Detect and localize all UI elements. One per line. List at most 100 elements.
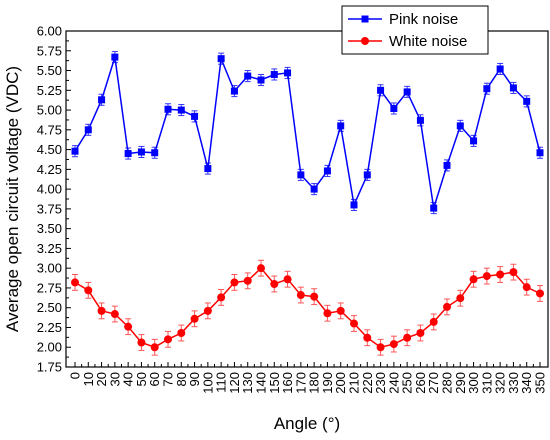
x-tick-label: 240 [386,372,401,394]
data-point [111,53,119,61]
y-tick-label: 6.00 [37,24,62,39]
y-tick-label: 5.25 [37,83,62,98]
x-tick-label: 150 [267,372,282,394]
series-white-noise [71,259,544,356]
data-point [270,70,278,78]
data-point [257,76,265,84]
x-tick-label: 120 [227,372,242,394]
data-point [71,147,79,155]
plot-frame [65,30,549,368]
data-point [429,317,438,326]
data-point [164,335,172,344]
data-point [323,309,332,318]
data-point [84,126,92,134]
data-point [416,329,425,338]
data-point [536,149,544,157]
data-point [310,185,318,193]
x-tick-label: 70 [161,372,176,386]
data-point [84,286,93,295]
x-axis-label: Angle (°) [274,414,340,433]
x-tick-label: 60 [147,372,162,386]
ticks-group: 1.75 2.00 2.25 2.50 2.75 3.00 3.25 3.50 3.75 4.00… [37,24,548,394]
x-tick-label: 330 [506,372,521,394]
x-tick-label: 0 [68,372,83,379]
data-point [71,278,79,287]
data-point [456,122,464,130]
x-tick-label: 250 [400,372,415,394]
data-point [363,171,371,179]
data-point [350,319,358,328]
data-point [469,275,478,284]
data-point [482,272,491,281]
x-tick-label: 110 [214,372,229,393]
x-tick-label: 190 [320,372,335,394]
y-tick-label: 5.50 [37,63,62,78]
data-point [363,333,372,342]
series-pink-noise [71,51,544,215]
series-group [71,51,544,356]
data-point [137,338,146,347]
x-tick-label: 210 [347,372,362,394]
x-tick-label: 90 [187,372,202,386]
data-point [456,294,465,303]
x-tick-label: 80 [174,372,189,386]
y-tick-label: 1.75 [37,360,62,375]
x-tick-label: 270 [426,372,441,394]
y-tick-label: 3.50 [37,221,62,236]
data-point [337,122,345,130]
data-point [496,65,504,73]
y-tick-label: 3.25 [37,241,62,256]
y-tick-label: 2.25 [37,320,62,335]
data-point [244,72,252,80]
x-tick-label: 140 [254,372,269,394]
y-axis-label: Average open circuit voltage (VDC) [3,66,22,332]
data-point [496,270,505,279]
data-point [376,343,385,352]
y-tick-label: 5.00 [37,103,62,118]
data-point [204,165,212,173]
y-tick-label: 4.75 [37,122,62,137]
data-point [124,150,132,158]
x-tick-label: 320 [493,372,508,394]
data-point [310,292,319,301]
data-point [150,343,159,352]
data-point [230,87,238,95]
x-tick-label: 20 [94,372,109,386]
data-point [390,104,398,112]
x-tick-label: 10 [81,372,96,386]
data-point [257,264,265,273]
data-point [470,137,478,145]
y-tick-label: 4.25 [37,162,62,177]
y-tick-label: 5.75 [37,43,62,58]
data-point [483,85,491,93]
legend-marker [361,15,369,23]
data-point [177,329,186,338]
data-point [137,148,145,156]
data-point [284,69,292,77]
data-point [416,116,424,124]
x-tick-label: 180 [307,372,322,394]
data-point [443,161,451,169]
data-point [243,276,252,285]
axes-group [65,30,549,368]
legend-entry-label: Pink noise [389,11,458,28]
data-point [523,97,531,105]
x-tick-label: 160 [280,372,295,394]
y-tick-label: 2.75 [37,280,62,295]
data-point [297,171,305,179]
x-tick-label: 170 [293,372,308,394]
data-point [230,278,239,287]
y-tick-label: 4.00 [37,182,62,197]
x-tick-label: 200 [333,372,348,394]
legend-entry-label: White noise [389,33,467,50]
x-tick-label: 340 [519,372,534,394]
data-point [377,86,385,94]
data-point [443,302,451,311]
x-tick-label: 100 [200,372,215,394]
data-point [191,112,199,120]
x-tick-label: 350 [533,372,548,394]
data-point [177,106,185,114]
data-point [110,310,119,319]
data-point [509,84,517,92]
